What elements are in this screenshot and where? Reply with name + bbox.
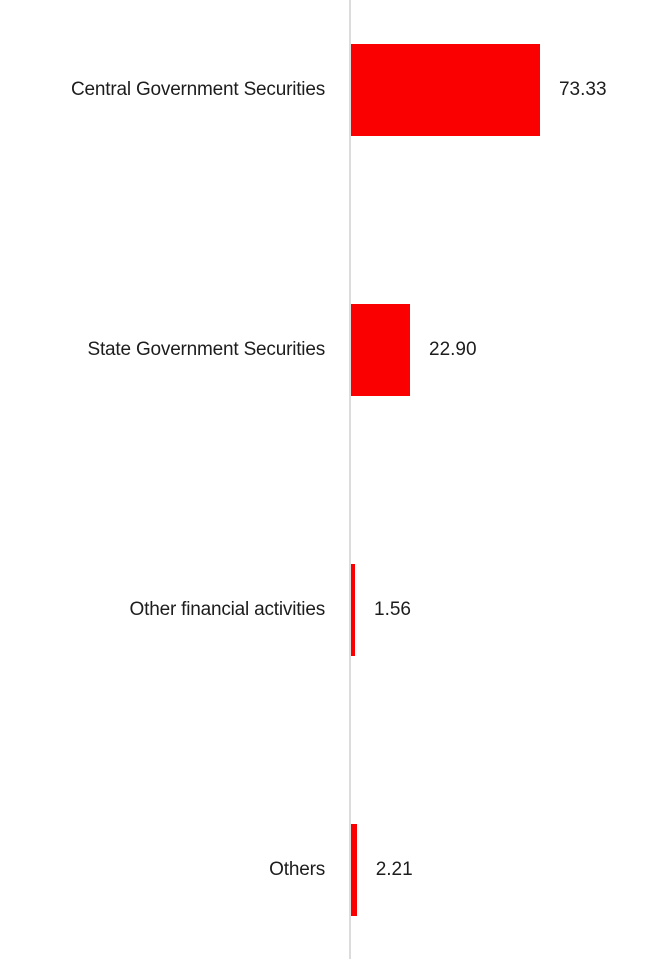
category-label-others: Others	[269, 859, 325, 880]
category-label-state-government-securities: State Government Securities	[87, 339, 326, 360]
bar-central-government-securities	[351, 44, 540, 136]
value-label-central-government-securities: 73.33	[558, 79, 607, 100]
bar-state-government-securities	[351, 304, 410, 396]
category-label-other-financial-activities: Other financial activities	[129, 599, 326, 620]
bar-other-financial-activities	[351, 564, 356, 656]
y-axis-line	[349, 0, 351, 959]
value-label-others: 2.21	[375, 859, 413, 880]
value-label-other-financial-activities: 1.56	[374, 599, 411, 620]
category-label-central-government-securities: Central Government Securities	[71, 79, 325, 100]
bar-others	[351, 824, 357, 916]
value-label-state-government-securities: 22.90	[429, 339, 477, 360]
